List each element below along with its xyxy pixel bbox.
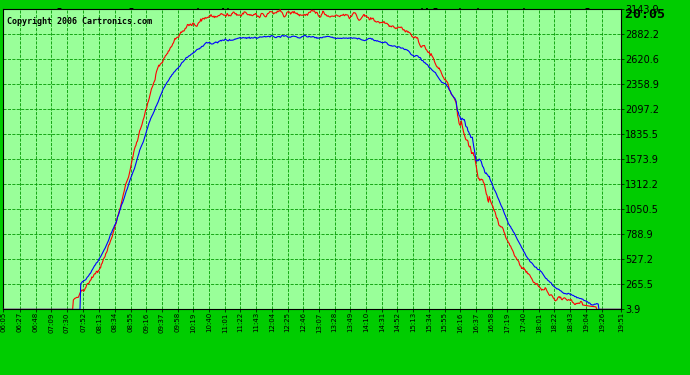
Text: Total PV Panel Power (red)/Inverter Power Output (blue) (watts) Tue Jul 18 20:05: Total PV Panel Power (red)/Inverter Powe… xyxy=(25,8,665,21)
Text: Copyright 2006 Cartronics.com: Copyright 2006 Cartronics.com xyxy=(6,17,152,26)
